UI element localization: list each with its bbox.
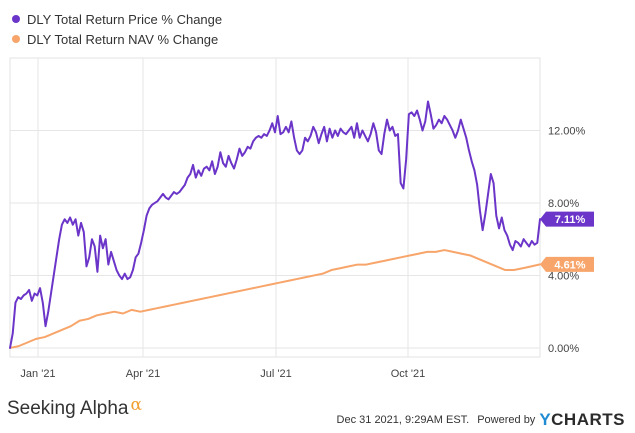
- ycharts-logo-text: CHARTS: [551, 410, 625, 429]
- x-tick-label: Jul '21: [260, 368, 291, 380]
- timestamp: Dec 31 2021, 9:29AM EST.: [336, 414, 470, 426]
- legend-label-price: DLY Total Return Price % Change: [27, 11, 223, 27]
- seeking-alpha-wordmark: Seeking Alpha: [7, 398, 129, 419]
- nav-series-line: [9, 249, 541, 349]
- y-tick-label: 12.00%: [548, 125, 586, 137]
- legend-dot-nav-icon: [12, 35, 20, 43]
- seeking-alpha-logo[interactable]: Seeking Alpha α: [7, 395, 142, 420]
- price-series-line: [9, 100, 541, 349]
- chart-legend: DLY Total Return Price % Change DLY Tota…: [12, 9, 222, 49]
- legend-item-price[interactable]: DLY Total Return Price % Change: [12, 9, 222, 29]
- y-tick-label: 0.00%: [548, 343, 579, 355]
- x-tick-label: Jan '21: [20, 368, 55, 380]
- legend-item-nav[interactable]: DLY Total Return NAV % Change: [12, 29, 222, 49]
- price-end-tag: [540, 211, 594, 227]
- ycharts-logo-y: Y: [539, 410, 552, 429]
- ycharts-logo[interactable]: YCHARTS: [539, 410, 625, 430]
- chart-footer: Dec 31 2021, 9:29AM EST. Powered by YCHA…: [337, 410, 625, 430]
- legend-label-nav: DLY Total Return NAV % Change: [27, 31, 219, 47]
- x-tick-label: Oct '21: [391, 368, 426, 380]
- alpha-symbol-icon: α: [130, 395, 142, 415]
- legend-dot-price-icon: [12, 15, 20, 23]
- y-tick-label: 8.00%: [548, 198, 579, 210]
- nav-end-tag: [540, 256, 594, 272]
- powered-by-label: Powered by: [477, 414, 536, 426]
- y-tick-label: 4.00%: [548, 270, 579, 282]
- nav-end-label: 4.61%: [554, 259, 585, 271]
- plot-frame: [9, 57, 541, 358]
- price-end-label: 7.11%: [555, 214, 586, 226]
- x-tick-label: Apr '21: [126, 368, 161, 380]
